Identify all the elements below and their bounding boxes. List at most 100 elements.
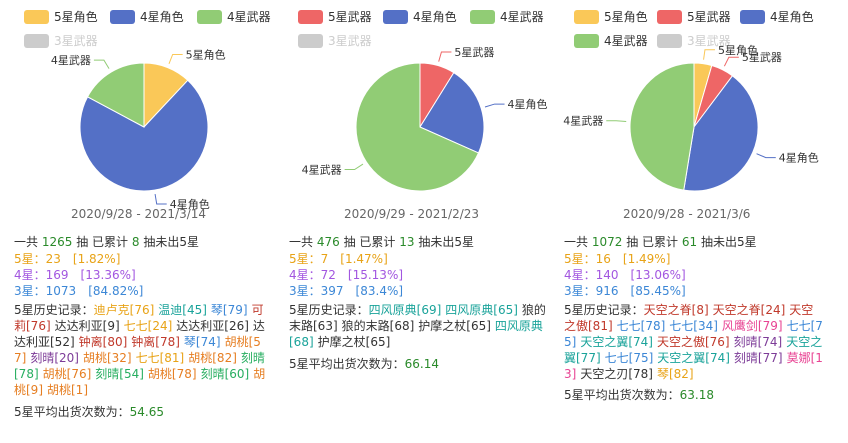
legend-swatch: [110, 10, 135, 24]
label-leader-line: [606, 120, 627, 123]
five-star-history: 5星历史记录：四风原典[69] 四风原典[65] 狼的末路[63] 狼的末路[68] 护…: [289, 302, 551, 350]
history-entry: 胡桃[78]: [147, 367, 197, 381]
legend-item[interactable]: 3星武器: [657, 34, 731, 48]
legend-item[interactable]: 4星角色: [383, 10, 457, 24]
history-entry: 胡桃[82]: [188, 351, 237, 365]
legend-item[interactable]: 5星角色: [574, 10, 648, 24]
label-leader-line: [703, 49, 715, 60]
slice-label: 5星角色: [186, 47, 226, 61]
label-leader-line: [344, 163, 364, 171]
legend-swatch: [657, 10, 682, 24]
slice-label: 5星武器: [454, 46, 494, 59]
history-entry: 迪卢克[76]: [93, 303, 155, 317]
pie-slice[interactable]: [419, 71, 485, 154]
pie-slice[interactable]: [355, 62, 480, 192]
average-pulls: 5星平均出货次数为：54.65: [14, 405, 164, 419]
legend-item[interactable]: 4星武器: [574, 34, 648, 48]
pie-slice[interactable]: [683, 75, 759, 192]
legend-swatch: [470, 10, 495, 24]
legend-item[interactable]: 4星武器: [470, 10, 544, 24]
history-entry: 天空之傲[81]: [564, 303, 814, 333]
legend-item[interactable]: 4星武器: [197, 10, 271, 24]
label-leader-line: [756, 153, 776, 159]
history-entry: 天空之傲[76]: [656, 335, 730, 349]
summary-prefix: 一共: [564, 235, 589, 249]
average-pulls: 5星平均出货次数为：63.18: [564, 388, 714, 402]
total-pulls: 476: [316, 235, 340, 249]
history-entry: 刻晴[54]: [95, 367, 144, 381]
history-entry: 莫娜[13]: [564, 351, 823, 381]
legend-item[interactable]: 3星武器: [298, 34, 372, 48]
legend-swatch: [657, 34, 682, 48]
summary-suffix: 抽未出5星: [700, 235, 757, 249]
legend-label: 4星武器: [500, 10, 544, 24]
history-entry: 钟离[78]: [131, 335, 180, 349]
legend-item[interactable]: 5星角色: [24, 10, 98, 24]
legend-swatch: [574, 10, 599, 24]
history-entry: 天空之脊[8]: [643, 303, 709, 317]
stat-4star: 4星：72 [15.13%]: [289, 268, 404, 282]
history-entry: 达达利亚[52]: [14, 319, 265, 349]
legend-label: 5星角色: [54, 10, 98, 24]
legend-swatch: [24, 10, 49, 24]
pie-slice[interactable]: [79, 79, 209, 192]
history-entry: 四风原典[65]: [445, 303, 518, 317]
rarity-stats: 5星：7 [1.47%] 4星：72 [15.13%] 3星：397 [83.4%]: [289, 251, 403, 299]
history-label: 5星历史记录：: [564, 303, 644, 317]
history-entry: 刻晴[60]: [200, 367, 250, 381]
history-entry: 狼的末路[63]: [289, 303, 546, 333]
label-leader-line: [168, 53, 183, 64]
stat-3star: 3星：397 [83.4%]: [289, 284, 404, 298]
legend-label: 4星武器: [227, 10, 271, 24]
history-entry: 胡桃[76]: [42, 367, 92, 381]
legend-label: 3星武器: [54, 34, 98, 48]
pity-count: 61: [681, 235, 698, 249]
legend-label: 3星武器: [687, 34, 731, 48]
history-entry: 七七[75]: [604, 351, 654, 365]
legend-label: 4星武器: [604, 34, 648, 48]
slice-label: 4星武器: [563, 115, 603, 128]
legend-label: 4星角色: [413, 10, 457, 24]
legend-swatch: [740, 10, 765, 24]
summary-prefix: 一共: [14, 235, 39, 249]
label-leader-line: [93, 59, 110, 69]
history-entry: 七七[81]: [135, 351, 185, 365]
history-entry: 胡桃[9]: [14, 367, 266, 397]
history-entry: 天空之翼[74]: [657, 351, 730, 365]
slice-label: 5星武器: [742, 51, 782, 64]
legend-item[interactable]: 5星武器: [657, 10, 731, 24]
history-entry: 琴[79]: [210, 303, 248, 317]
pie-slice[interactable]: [629, 62, 695, 191]
legend-swatch: [383, 10, 408, 24]
legend-label: 4星角色: [140, 10, 184, 24]
slice-label: 4星角色: [779, 151, 819, 165]
history-entry: 可莉[76]: [14, 303, 264, 333]
slice-label: 4星武器: [51, 54, 91, 67]
history-entry: 达达利亚[9]: [54, 319, 120, 333]
date-range: 2020/9/28 - 2021/3/6: [623, 207, 751, 221]
pull-summary: 一共 1265 抽 已累计 8 抽未出5星: [14, 233, 199, 250]
slice-label: 4星武器: [302, 164, 342, 177]
history-label: 5星历史记录：: [14, 303, 94, 317]
history-entry: 四风原典[68]: [289, 319, 543, 349]
average-pulls: 5星平均出货次数为：66.14: [289, 357, 439, 371]
history-entry: 天空之刃[78]: [580, 367, 653, 381]
legend-item[interactable]: 4星角色: [740, 10, 814, 24]
stat-4star: 4星：140 [13.06%]: [564, 268, 686, 282]
legend-item[interactable]: 5星武器: [298, 10, 372, 24]
pie-chart: 5星武器 4星角色 4星武器: [302, 46, 548, 192]
slice-label: 4星角色: [508, 97, 548, 111]
legend-label: 5星角色: [604, 10, 648, 24]
pie-slice[interactable]: [86, 62, 145, 128]
legend-item[interactable]: 4星角色: [110, 10, 184, 24]
gacha-panel-1: 5星角色 4星角色 4星武器 3星武器 5星角色 4星角色 4星武器 2020/9/28 …: [0, 0, 276, 443]
summary-mid: 抽 已累计: [626, 235, 679, 249]
slice-label: 5星角色: [718, 43, 758, 57]
legend-item[interactable]: 3星武器: [24, 34, 98, 48]
rarity-stats: 5星：23 [1.82%] 4星：169 [13.36%] 3星：1073 [84.8…: [14, 251, 143, 299]
stat-4star: 4星：169 [13.36%]: [14, 268, 136, 282]
history-entry: 刻晴[78]: [14, 351, 265, 381]
pull-summary: 一共 1072 抽 已累计 61 抽未出5星: [564, 233, 757, 250]
history-entry: 温迪[45]: [158, 303, 207, 317]
